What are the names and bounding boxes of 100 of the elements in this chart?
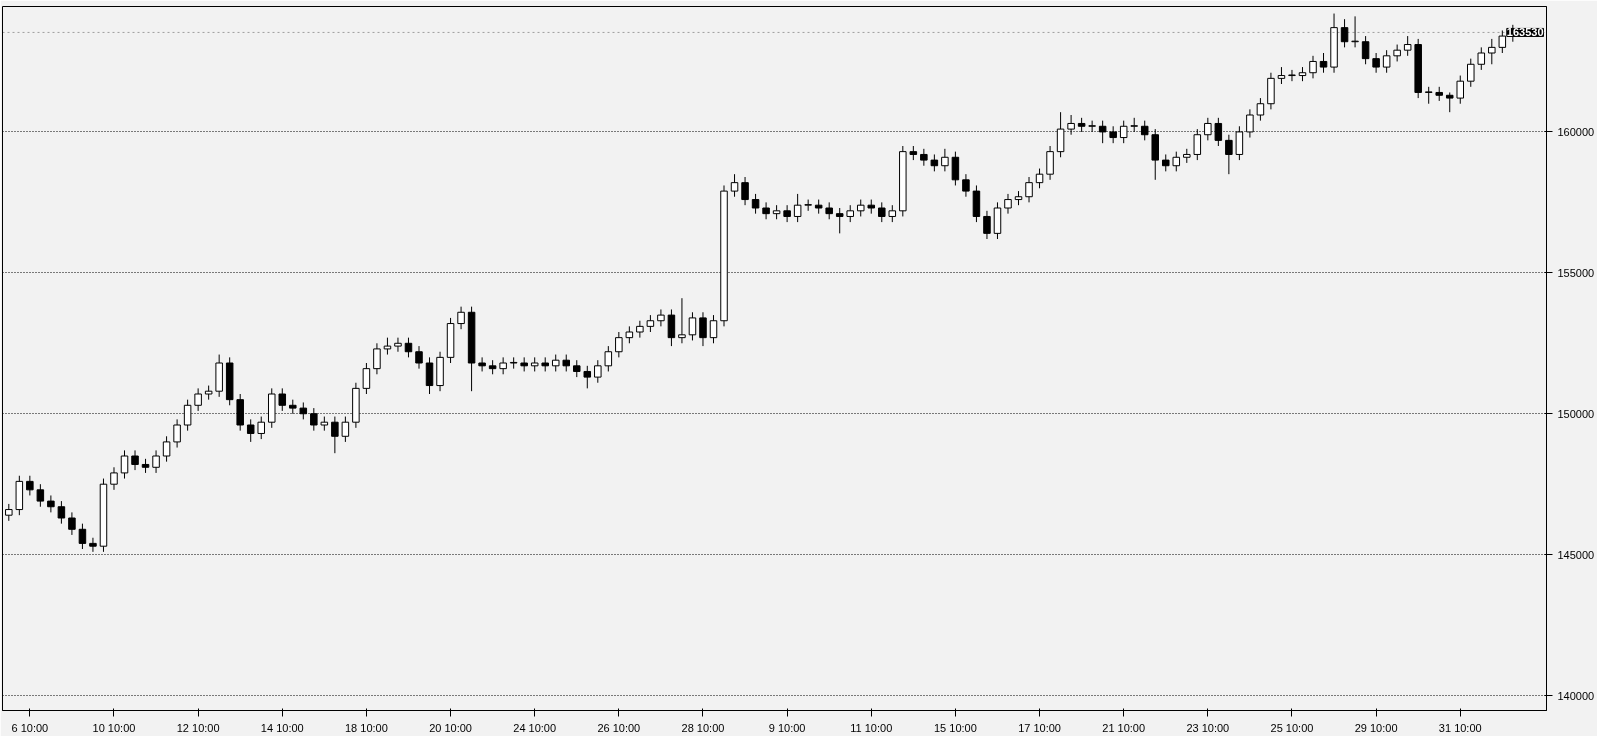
candlestick <box>246 418 255 443</box>
candlestick <box>1256 97 1265 122</box>
candlestick <box>762 201 770 220</box>
candlestick <box>331 416 339 454</box>
candlestick <box>983 210 991 240</box>
ref-line-label: 163530 <box>1506 26 1544 39</box>
candlestick <box>404 337 413 358</box>
candlestick <box>89 537 97 553</box>
candlestick <box>751 193 760 215</box>
candlestick <box>499 356 507 375</box>
x-tick-label: 26 10:00 <box>597 721 641 734</box>
candlestick <box>1361 35 1370 65</box>
x-tick-label: 12 10:00 <box>176 721 220 734</box>
x-tick-label: 18 10:00 <box>345 721 388 734</box>
candlestick <box>1403 35 1412 57</box>
x-tick-label: 23 10:00 <box>1186 721 1230 734</box>
candlestick <box>257 416 265 440</box>
x-tick-label: 11 10:00 <box>850 721 893 734</box>
candlestick <box>920 148 928 167</box>
candlestick <box>1477 46 1486 71</box>
y-tick-label: 145000 <box>1557 548 1595 561</box>
x-tick-label: 25 10:00 <box>1270 721 1314 734</box>
candlestick <box>478 356 486 372</box>
candlestick <box>457 306 465 330</box>
candlestick <box>1393 44 1401 62</box>
candlestick <box>1025 176 1033 203</box>
candlestick <box>1046 145 1054 181</box>
candlestick <box>1193 128 1202 161</box>
candlestick <box>1445 91 1454 113</box>
x-tick-label: 6 10:00 <box>11 721 49 734</box>
candlestick <box>1035 168 1044 189</box>
candlestick <box>57 500 66 525</box>
candlestick <box>962 173 970 198</box>
candlestick <box>835 207 844 234</box>
candlestick <box>152 449 160 474</box>
candlestick <box>741 176 749 206</box>
candlestick <box>583 365 592 389</box>
candlestick <box>1319 52 1328 74</box>
candlestick <box>173 418 181 449</box>
candlestick <box>310 407 318 432</box>
candlestick <box>373 342 381 375</box>
y-tick-label: 160000 <box>1557 125 1595 138</box>
x-tick-label: 31 10:00 <box>1438 721 1482 734</box>
candlestick <box>604 345 613 372</box>
candlestick <box>68 511 76 536</box>
candlestick <box>1309 55 1317 79</box>
candlestick <box>951 151 960 186</box>
candlestick <box>1488 38 1496 65</box>
candlestick <box>131 449 139 471</box>
candlestick <box>394 337 402 353</box>
candlestick <box>688 311 697 341</box>
x-tick-label: 28 10:00 <box>681 721 725 734</box>
candlestick <box>615 331 623 358</box>
candlestick <box>667 308 676 347</box>
candlestick <box>183 399 192 432</box>
candlestick <box>793 193 802 223</box>
candlestick <box>699 311 707 347</box>
candlestick <box>1382 49 1391 74</box>
candlestick <box>509 356 518 370</box>
x-tick-label: 14 10:00 <box>260 721 304 734</box>
x-tick-label: 15 10:00 <box>934 721 977 734</box>
candlestick <box>36 483 45 508</box>
candlestick <box>657 308 665 327</box>
x-tick-label: 24 10:00 <box>513 721 557 734</box>
candlestick <box>1340 18 1349 48</box>
candlestick <box>783 204 791 223</box>
candlestick <box>1225 134 1233 175</box>
candlestick <box>1235 125 1244 161</box>
candlestick <box>194 387 202 412</box>
candlestick <box>636 320 644 339</box>
candlestick <box>1004 193 1012 215</box>
candlestick <box>1456 75 1465 105</box>
candlestick <box>730 173 739 198</box>
candlestick <box>415 345 423 370</box>
candlestick <box>1467 58 1475 88</box>
candlestick <box>278 387 287 412</box>
candlestick <box>1372 52 1380 74</box>
candlestick <box>1172 151 1181 172</box>
candlestick <box>341 416 350 443</box>
x-tick-label: 9 10:00 <box>768 721 806 734</box>
candlestick <box>26 475 34 496</box>
candlestick <box>425 356 434 395</box>
candlestick <box>941 148 949 172</box>
candlestick <box>678 297 686 344</box>
x-tick-label: 10 10:00 <box>92 721 136 734</box>
candlestick <box>120 449 129 480</box>
x-tick-label: 20 10:00 <box>429 721 472 734</box>
candlestick <box>47 494 55 513</box>
x-tick-label: 17 10:00 <box>1018 721 1061 734</box>
y-tick-label: 150000 <box>1557 407 1595 420</box>
candlestick <box>594 359 602 384</box>
x-tick-label: 21 10:00 <box>1102 721 1146 734</box>
candlestick <box>78 523 87 550</box>
y-tick-label: 155000 <box>1557 266 1595 279</box>
x-tick-label: 29 10:00 <box>1354 721 1398 734</box>
candlestick <box>362 362 371 395</box>
candlestick <box>709 314 718 344</box>
candlestick <box>162 435 171 463</box>
candlestick <box>878 201 886 223</box>
y-tick-label: 140000 <box>1557 689 1595 702</box>
